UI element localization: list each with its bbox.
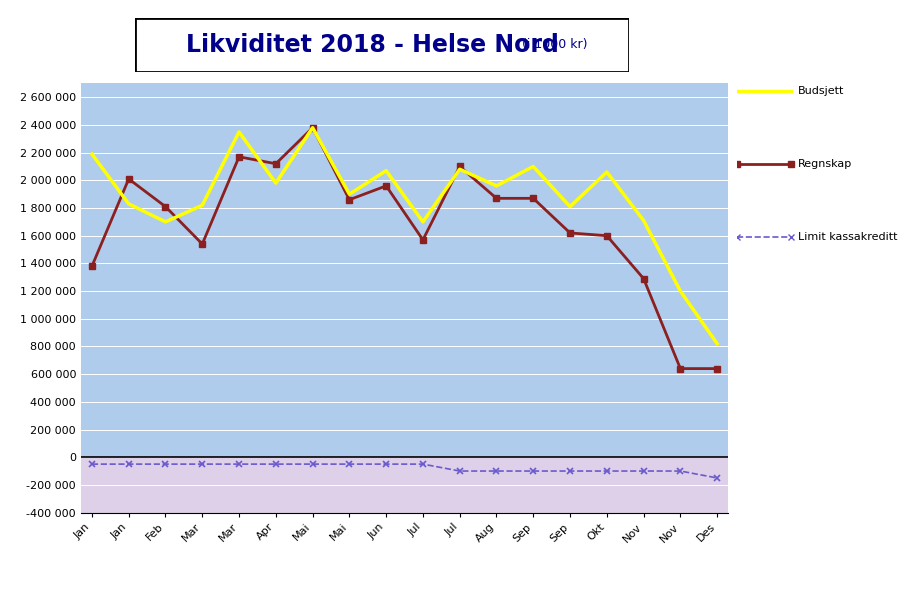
Regnskap: [271, 160, 281, 167]
Limit kassakreditt: [417, 461, 428, 468]
Regnskap: [307, 124, 318, 131]
Budsjett: [675, 287, 686, 294]
Budsjett: [344, 191, 355, 198]
Budsjett: [417, 218, 428, 225]
Limit kassakreditt: [344, 461, 355, 468]
Budsjett: [638, 217, 649, 224]
Regnskap: [123, 175, 134, 182]
Budsjett: [197, 201, 208, 209]
Limit kassakreditt: [565, 467, 575, 474]
Budsjett: [491, 182, 502, 190]
Line: Limit kassakreditt: Limit kassakreditt: [88, 461, 721, 482]
Text: (i 1000 kr): (i 1000 kr): [522, 38, 588, 51]
Budsjett: [271, 179, 281, 187]
Budsjett: [307, 124, 318, 131]
Limit kassakreditt: [271, 461, 281, 468]
Limit kassakreditt: [638, 467, 649, 474]
Budsjett: [565, 203, 575, 210]
Regnskap: [86, 263, 97, 270]
Budsjett: [381, 167, 392, 174]
Regnskap: [528, 195, 539, 202]
Budsjett: [86, 150, 97, 157]
Line: Regnskap: Regnskap: [88, 124, 721, 372]
Regnskap: [601, 232, 612, 239]
Text: Budsjett: Budsjett: [798, 86, 845, 96]
Regnskap: [638, 275, 649, 282]
Regnskap: [234, 153, 245, 160]
Budsjett: [528, 163, 539, 170]
Budsjett: [712, 340, 723, 347]
Line: Budsjett: Budsjett: [92, 128, 717, 344]
Limit kassakreditt: [528, 467, 539, 474]
Regnskap: [197, 240, 208, 247]
Limit kassakreditt: [86, 461, 97, 468]
Limit kassakreditt: [491, 467, 502, 474]
Bar: [81, 457, 728, 513]
Regnskap: [417, 236, 428, 243]
Budsjett: [454, 166, 465, 173]
Limit kassakreditt: [123, 461, 134, 468]
Text: Likviditet 2018 - Helse Nord: Likviditet 2018 - Helse Nord: [186, 33, 558, 57]
Regnskap: [675, 365, 686, 372]
Limit kassakreditt: [160, 461, 171, 468]
Regnskap: [565, 229, 575, 237]
Limit kassakreditt: [307, 461, 318, 468]
Regnskap: [712, 365, 723, 372]
Text: Regnskap: Regnskap: [798, 159, 852, 169]
Regnskap: [344, 196, 355, 203]
Regnskap: [160, 203, 171, 210]
Limit kassakreditt: [712, 474, 723, 482]
Limit kassakreditt: [675, 467, 686, 474]
Limit kassakreditt: [234, 461, 245, 468]
Bar: [81, 83, 728, 457]
FancyBboxPatch shape: [135, 18, 629, 72]
Limit kassakreditt: [454, 467, 465, 474]
Regnskap: [491, 195, 502, 202]
Budsjett: [234, 128, 245, 135]
Regnskap: [381, 182, 392, 190]
Regnskap: [454, 163, 465, 170]
Budsjett: [123, 200, 134, 207]
Text: Limit kassakreditt: Limit kassakreditt: [798, 232, 898, 242]
Budsjett: [160, 218, 171, 225]
Limit kassakreditt: [381, 461, 392, 468]
Limit kassakreditt: [197, 461, 208, 468]
Limit kassakreditt: [601, 467, 612, 474]
Budsjett: [601, 169, 612, 176]
